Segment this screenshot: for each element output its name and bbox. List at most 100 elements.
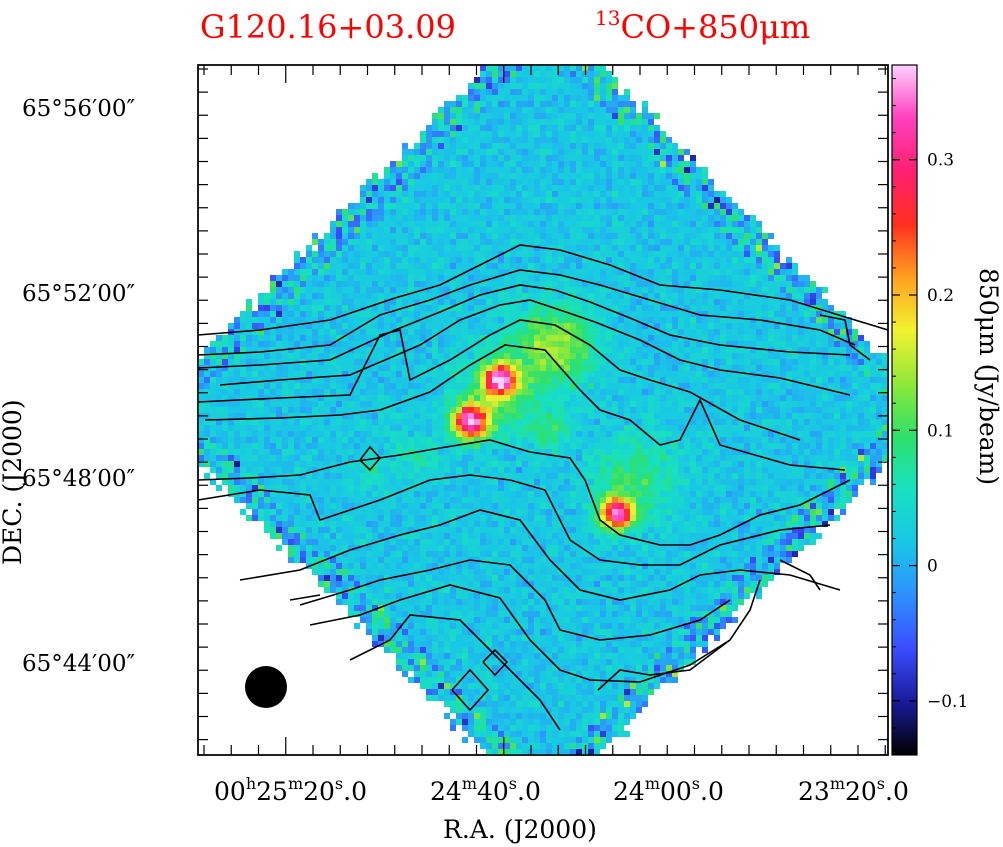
map-pixel — [252, 329, 258, 335]
map-pixel — [438, 365, 444, 371]
map-pixel — [450, 401, 456, 407]
map-pixel — [558, 77, 564, 83]
map-pixel — [612, 365, 618, 371]
map-pixel — [354, 305, 360, 311]
map-pixel — [774, 329, 780, 335]
map-pixel — [750, 389, 756, 395]
map-pixel — [666, 161, 672, 167]
map-pixel — [408, 239, 414, 245]
map-pixel — [264, 293, 270, 299]
map-pixel — [486, 251, 492, 257]
map-pixel — [750, 269, 756, 275]
map-pixel — [666, 335, 672, 341]
map-pixel — [336, 221, 342, 227]
map-pixel — [216, 443, 222, 449]
map-pixel — [546, 221, 552, 227]
map-pixel — [384, 305, 390, 311]
map-pixel — [282, 293, 288, 299]
map-pixel — [492, 353, 498, 359]
map-pixel — [288, 281, 294, 287]
map-pixel — [666, 197, 672, 203]
map-pixel — [420, 305, 426, 311]
map-pixel — [516, 383, 522, 389]
map-pixel — [516, 185, 522, 191]
map-pixel — [762, 353, 768, 359]
map-pixel — [540, 395, 546, 401]
map-pixel — [258, 413, 264, 419]
map-pixel — [360, 227, 366, 233]
map-pixel — [654, 197, 660, 203]
map-pixel — [444, 341, 450, 347]
map-pixel — [438, 431, 444, 437]
map-pixel — [402, 371, 408, 377]
map-pixel — [288, 329, 294, 335]
map-pixel — [324, 383, 330, 389]
map-pixel — [738, 365, 744, 371]
map-pixel — [750, 227, 756, 233]
map-pixel — [780, 317, 786, 323]
map-pixel — [540, 239, 546, 245]
map-pixel — [540, 323, 546, 329]
map-pixel — [582, 245, 588, 251]
map-pixel — [558, 275, 564, 281]
map-pixel — [624, 281, 630, 287]
map-pixel — [666, 437, 672, 443]
map-pixel — [216, 395, 222, 401]
map-pixel — [672, 443, 678, 449]
map-pixel — [420, 383, 426, 389]
map-pixel — [822, 353, 828, 359]
map-pixel — [330, 227, 336, 233]
map-pixel — [786, 341, 792, 347]
map-pixel — [390, 383, 396, 389]
map-pixel — [486, 95, 492, 101]
map-pixel — [522, 419, 528, 425]
map-pixel — [720, 371, 726, 377]
map-pixel — [792, 275, 798, 281]
map-pixel — [864, 383, 870, 389]
map-pixel — [804, 383, 810, 389]
map-pixel — [876, 359, 882, 365]
map-pixel — [258, 437, 264, 443]
map-pixel — [312, 305, 318, 311]
map-pixel — [522, 281, 528, 287]
map-pixel — [780, 395, 786, 401]
map-pixel — [456, 311, 462, 317]
map-pixel — [702, 233, 708, 239]
map-pixel — [360, 419, 366, 425]
map-pixel — [756, 335, 762, 341]
map-pixel — [612, 335, 618, 341]
map-pixel — [522, 287, 528, 293]
map-pixel — [606, 287, 612, 293]
map-pixel — [468, 155, 474, 161]
map-pixel — [768, 299, 774, 305]
map-pixel — [342, 413, 348, 419]
map-pixel — [456, 269, 462, 275]
map-pixel — [438, 131, 444, 137]
map-pixel — [342, 389, 348, 395]
map-pixel — [522, 257, 528, 263]
map-pixel — [660, 335, 666, 341]
map-pixel — [600, 287, 606, 293]
map-pixel — [588, 293, 594, 299]
map-pixel — [678, 173, 684, 179]
map-pixel — [420, 251, 426, 257]
map-pixel — [510, 275, 516, 281]
map-pixel — [702, 395, 708, 401]
map-pixel — [870, 389, 876, 395]
map-pixel — [582, 389, 588, 395]
map-pixel — [642, 287, 648, 293]
map-pixel — [414, 245, 420, 251]
map-pixel — [588, 161, 594, 167]
map-pixel — [570, 239, 576, 245]
map-pixel — [546, 101, 552, 107]
map-pixel — [804, 281, 810, 287]
map-pixel — [876, 425, 882, 431]
map-pixel — [696, 389, 702, 395]
map-pixel — [336, 281, 342, 287]
map-pixel — [396, 407, 402, 413]
map-pixel — [576, 107, 582, 113]
map-pixel — [498, 359, 504, 365]
map-pixel — [534, 257, 540, 263]
map-pixel — [540, 155, 546, 161]
map-pixel — [762, 275, 768, 281]
